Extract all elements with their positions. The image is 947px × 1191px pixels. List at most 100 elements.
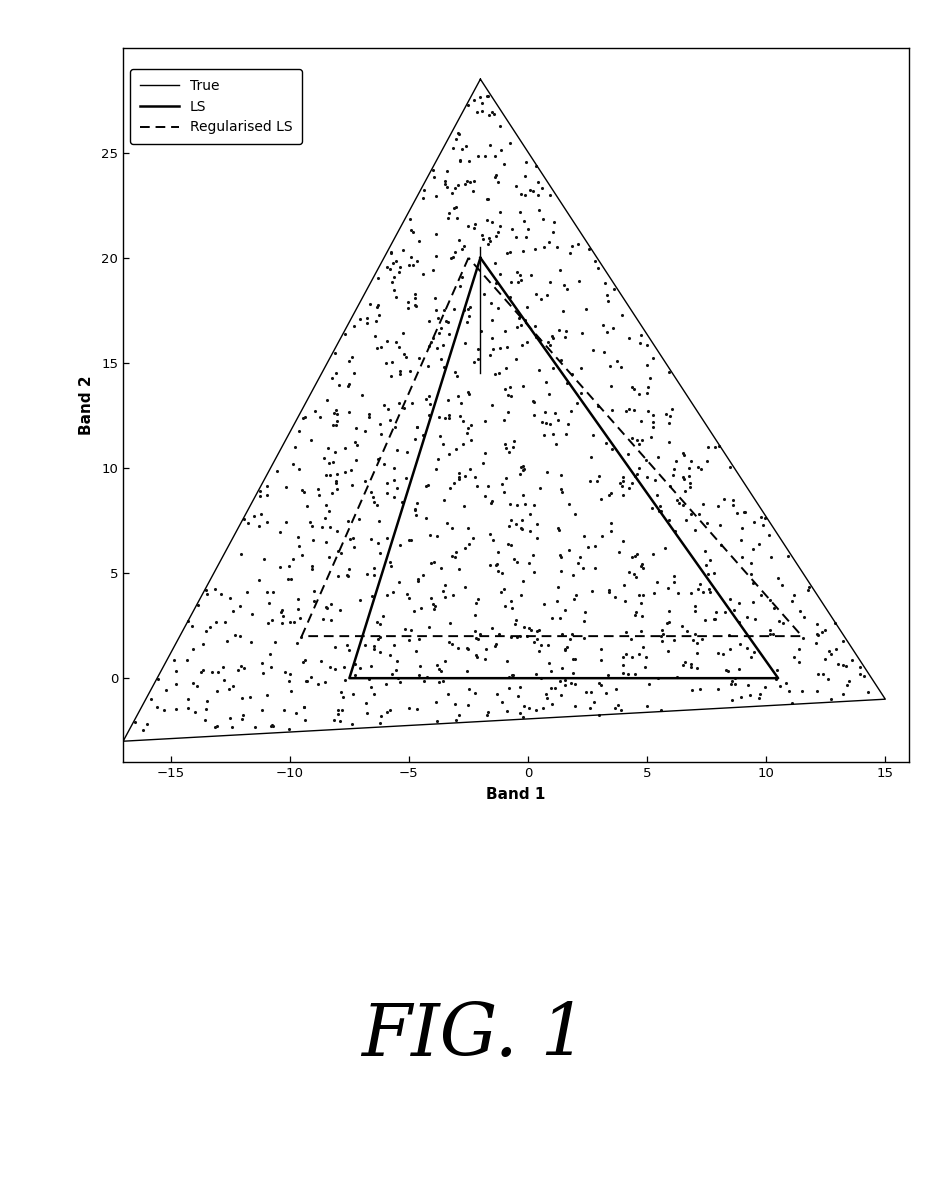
Point — [455, 239, 470, 258]
Point — [199, 580, 214, 599]
Point — [560, 279, 575, 298]
Point — [186, 673, 201, 692]
Point — [508, 615, 523, 634]
Point — [352, 659, 367, 678]
Point — [314, 517, 330, 536]
Point — [567, 504, 582, 523]
Point — [283, 612, 298, 631]
Point — [448, 198, 463, 217]
Point — [639, 467, 654, 486]
Point — [631, 459, 646, 478]
Point — [179, 650, 194, 669]
Point — [392, 673, 407, 692]
Point — [469, 593, 484, 612]
Point — [497, 322, 512, 341]
Point — [661, 579, 676, 598]
Point — [281, 719, 296, 738]
Point — [647, 470, 662, 490]
Point — [347, 538, 362, 557]
Point — [499, 358, 514, 378]
Point — [513, 519, 528, 538]
Point — [547, 404, 563, 423]
Point — [324, 611, 339, 630]
Point — [713, 536, 728, 555]
Point — [554, 625, 569, 644]
Point — [403, 621, 419, 640]
Point — [684, 657, 699, 676]
Point — [369, 612, 384, 631]
Point — [841, 672, 856, 691]
Point — [639, 336, 654, 355]
Point — [502, 443, 517, 462]
Point — [459, 423, 474, 442]
Point — [227, 625, 242, 644]
Point — [703, 582, 718, 601]
Point — [302, 512, 317, 531]
Point — [694, 629, 709, 648]
Point — [565, 566, 581, 585]
Point — [499, 337, 514, 356]
Point — [526, 545, 541, 565]
Point — [628, 547, 643, 566]
Point — [330, 404, 345, 423]
Point — [810, 625, 825, 644]
Point — [429, 187, 444, 206]
Point — [516, 697, 531, 716]
Point — [384, 367, 399, 386]
Point — [629, 568, 644, 587]
Point — [479, 189, 494, 208]
Point — [438, 409, 453, 428]
Point — [409, 251, 424, 270]
Point — [513, 464, 528, 484]
Point — [366, 493, 382, 512]
Point — [712, 516, 727, 535]
Point — [259, 685, 275, 704]
Point — [539, 373, 554, 392]
Point — [503, 386, 518, 405]
Point — [463, 431, 478, 450]
Point — [469, 648, 484, 667]
Point — [599, 682, 614, 701]
Point — [447, 179, 462, 198]
Point — [471, 590, 486, 609]
Point — [357, 472, 372, 491]
Point — [326, 711, 341, 730]
Point — [564, 625, 580, 644]
Point — [392, 262, 407, 281]
Point — [491, 223, 506, 242]
Point — [452, 230, 467, 249]
Point — [492, 202, 508, 222]
Point — [603, 513, 618, 532]
Point — [440, 162, 456, 181]
Point — [471, 339, 486, 358]
Point — [259, 613, 275, 632]
Point — [689, 634, 705, 653]
Point — [773, 676, 788, 696]
Point — [650, 573, 665, 592]
Point — [550, 518, 565, 537]
Point — [241, 513, 256, 532]
Point — [708, 603, 724, 622]
Point — [485, 329, 500, 348]
Point — [736, 503, 751, 522]
Point — [481, 189, 496, 208]
Point — [763, 621, 778, 640]
Point — [345, 715, 360, 734]
Point — [608, 698, 623, 717]
Point — [342, 529, 357, 548]
Point — [546, 212, 562, 231]
Point — [460, 696, 475, 715]
Point — [460, 95, 475, 114]
Point — [693, 460, 708, 479]
Point — [280, 569, 295, 588]
Point — [380, 484, 395, 503]
Point — [440, 391, 456, 410]
Point — [416, 180, 431, 199]
Point — [609, 680, 624, 699]
Point — [515, 376, 530, 395]
Point — [734, 518, 749, 537]
Point — [678, 510, 693, 529]
Point — [795, 629, 811, 648]
Point — [605, 439, 620, 459]
Point — [371, 306, 386, 325]
